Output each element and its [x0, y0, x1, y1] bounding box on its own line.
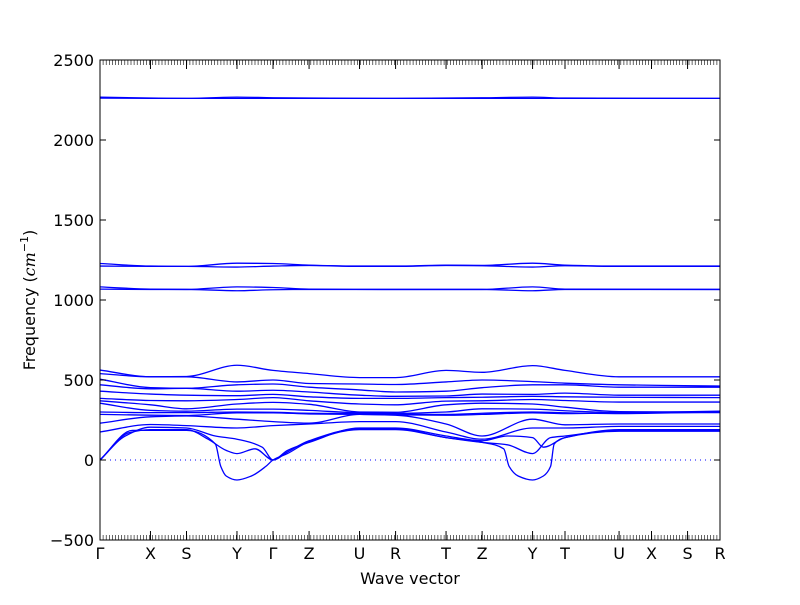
- band-line-19: [100, 427, 720, 460]
- axis-ticks-group: [100, 60, 720, 540]
- band-line-7: [100, 365, 720, 377]
- x-tick-label-4: Γ: [269, 544, 278, 563]
- x-tick-label-15: R: [714, 544, 725, 563]
- x-tick-label-0: Γ: [96, 544, 105, 563]
- y-tick-label-0: −500: [50, 531, 94, 550]
- x-tick-label-13: X: [646, 544, 657, 563]
- x-tick-label-8: T: [440, 544, 451, 563]
- y-tick-label-3: 1000: [53, 291, 94, 310]
- band-line-10: [100, 385, 720, 397]
- band-line-21: [100, 430, 720, 480]
- y-tick-label-6: 2500: [53, 51, 94, 70]
- x-tick-label-2: S: [181, 544, 191, 563]
- x-tick-label-10: Y: [527, 544, 538, 563]
- x-axis-title: Wave vector: [360, 569, 460, 588]
- y-axis-title: Frequency (cm−1): [18, 230, 39, 371]
- x-tick-label-9: Z: [477, 544, 488, 563]
- band-lines-group: [100, 97, 720, 480]
- x-tick-label-14: S: [682, 544, 692, 563]
- x-tick-label-3: Y: [231, 544, 242, 563]
- x-tick-label-7: R: [390, 544, 401, 563]
- band-line-6: [100, 289, 720, 291]
- x-tick-label-5: Z: [304, 544, 315, 563]
- x-tick-label-12: U: [613, 544, 625, 563]
- y-tick-label-5: 2000: [53, 131, 94, 150]
- band-line-9: [100, 379, 720, 392]
- x-tick-label-11: T: [559, 544, 570, 563]
- x-tick-label-1: X: [145, 544, 156, 563]
- y-tick-label-2: 500: [63, 371, 94, 390]
- band-line-17: [100, 414, 720, 436]
- plot-frame: [100, 60, 720, 540]
- y-tick-label-1: 0: [84, 451, 94, 470]
- y-tick-label-4: 1500: [53, 211, 94, 230]
- band-line-20: [100, 429, 720, 460]
- x-tick-label-6: U: [354, 544, 366, 563]
- y-tick-labels-group: −500 0 500 1000 1500 2000 2500: [50, 51, 94, 550]
